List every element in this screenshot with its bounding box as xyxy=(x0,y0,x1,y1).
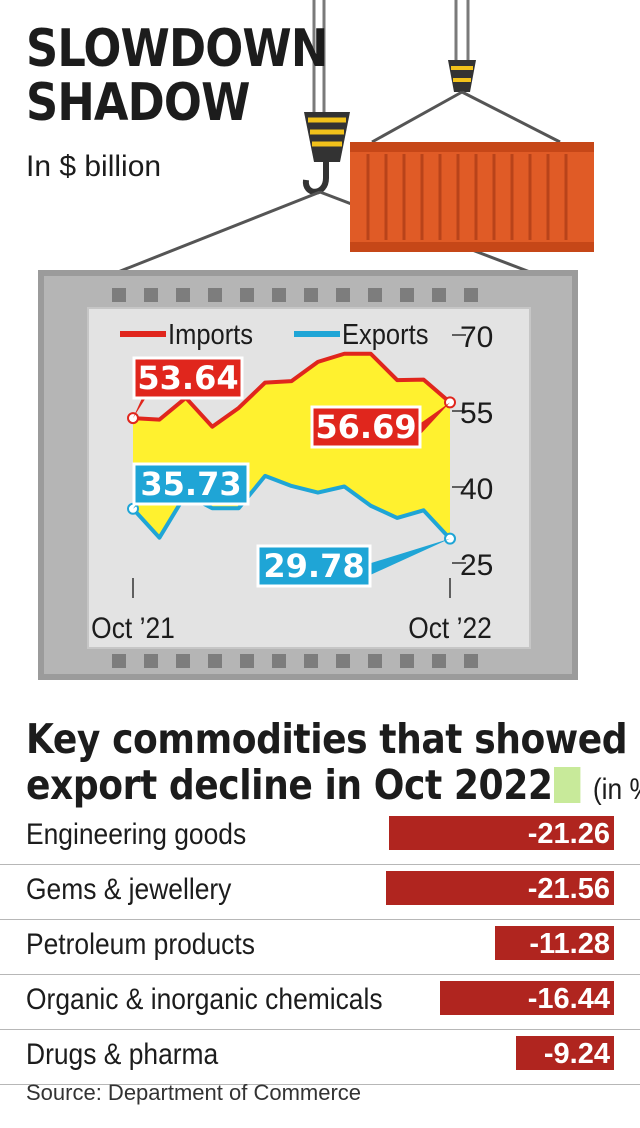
label-imports-last-text: 56.69 xyxy=(315,408,416,446)
label-imports-last-box xyxy=(310,405,422,449)
x-tick-label-1: Oct ’22 xyxy=(408,610,492,644)
commodity-label: Organic & inorganic chemicals xyxy=(26,983,383,1016)
commodity-bar-chart: Engineering goods -21.26 Gems & jewellery -… xyxy=(0,810,640,1085)
commodities-title-line-1: Key commodities that showed xyxy=(26,715,628,763)
label-exports-last-pointer xyxy=(368,538,450,576)
y-tick-label-40: 40 xyxy=(460,473,493,506)
line-chart: 25 40 55 70 Oct ’21 Oct ’22 53.64 56.69 35.73 29.… xyxy=(91,317,493,644)
commodity-row: Organic & inorganic chemicals -16.44 xyxy=(0,975,640,1030)
label-imports-last-pointer xyxy=(418,402,450,437)
commodity-value-label: -9.24 xyxy=(543,1038,610,1070)
commodities-title: Key commodities that showed export decli… xyxy=(26,716,640,813)
commodity-label: Gems & jewellery xyxy=(26,873,232,906)
legend-label-imports: Imports xyxy=(168,317,253,350)
orange-container xyxy=(350,142,594,252)
commodity-row: Petroleum products -11.28 xyxy=(0,920,640,975)
title-line-1: SLOWDOWN xyxy=(26,19,328,79)
label-exports-first-box xyxy=(132,462,250,506)
commodity-label: Drugs & pharma xyxy=(26,1038,219,1071)
highlight-mark xyxy=(554,767,581,803)
label-imports-first-box xyxy=(132,356,244,400)
commodities-title-line-2-text: export decline in Oct 2022 xyxy=(26,761,553,809)
commodity-label: Engineering goods xyxy=(26,818,247,851)
commodity-bar xyxy=(440,981,614,1015)
commodity-value-label: -21.26 xyxy=(527,818,610,850)
unit-label: (in %) xyxy=(592,773,640,806)
commodity-bar xyxy=(386,871,614,905)
commodity-row: Engineering goods -21.26 xyxy=(0,810,640,865)
commodity-value-label: -16.44 xyxy=(527,983,610,1015)
commodities-title-line-2: export decline in Oct 2022 (in %) xyxy=(26,762,640,813)
chart-subtitle: In $ billion xyxy=(26,150,162,183)
commodity-bar xyxy=(389,816,614,850)
label-imports-first-text: 53.64 xyxy=(137,359,238,397)
label-exports-first-text: 35.73 xyxy=(140,465,241,503)
commodity-bar xyxy=(516,1036,614,1070)
commodity-row: Gems & jewellery -21.56 xyxy=(0,865,640,920)
commodity-value-label: -11.28 xyxy=(529,928,610,960)
commodity-row: Drugs & pharma -9.24 xyxy=(0,1030,640,1085)
title-line-2: SHADOW xyxy=(26,73,250,133)
y-tick-label-55: 55 xyxy=(460,397,493,430)
commodity-label: Petroleum products xyxy=(26,928,255,961)
label-exports-last-box xyxy=(256,544,372,588)
commodity-value-label: -21.56 xyxy=(527,873,610,905)
y-tick-label-25: 25 xyxy=(460,549,493,582)
x-tick-label-0: Oct ’21 xyxy=(91,610,175,644)
commodity-bar xyxy=(494,926,614,960)
label-exports-last-text: 29.78 xyxy=(263,547,364,585)
legend-label-exports: Exports xyxy=(342,317,428,350)
page-title: SLOWDOWN SHADOW xyxy=(26,19,328,133)
chart-illustration: 25 40 55 70 Oct ’21 Oct ’22 53.64 56.69 35.73 29.… xyxy=(38,0,594,680)
y-tick-label-70: 70 xyxy=(460,321,493,354)
source-note: Source: Department of Commerce xyxy=(26,1080,362,1105)
